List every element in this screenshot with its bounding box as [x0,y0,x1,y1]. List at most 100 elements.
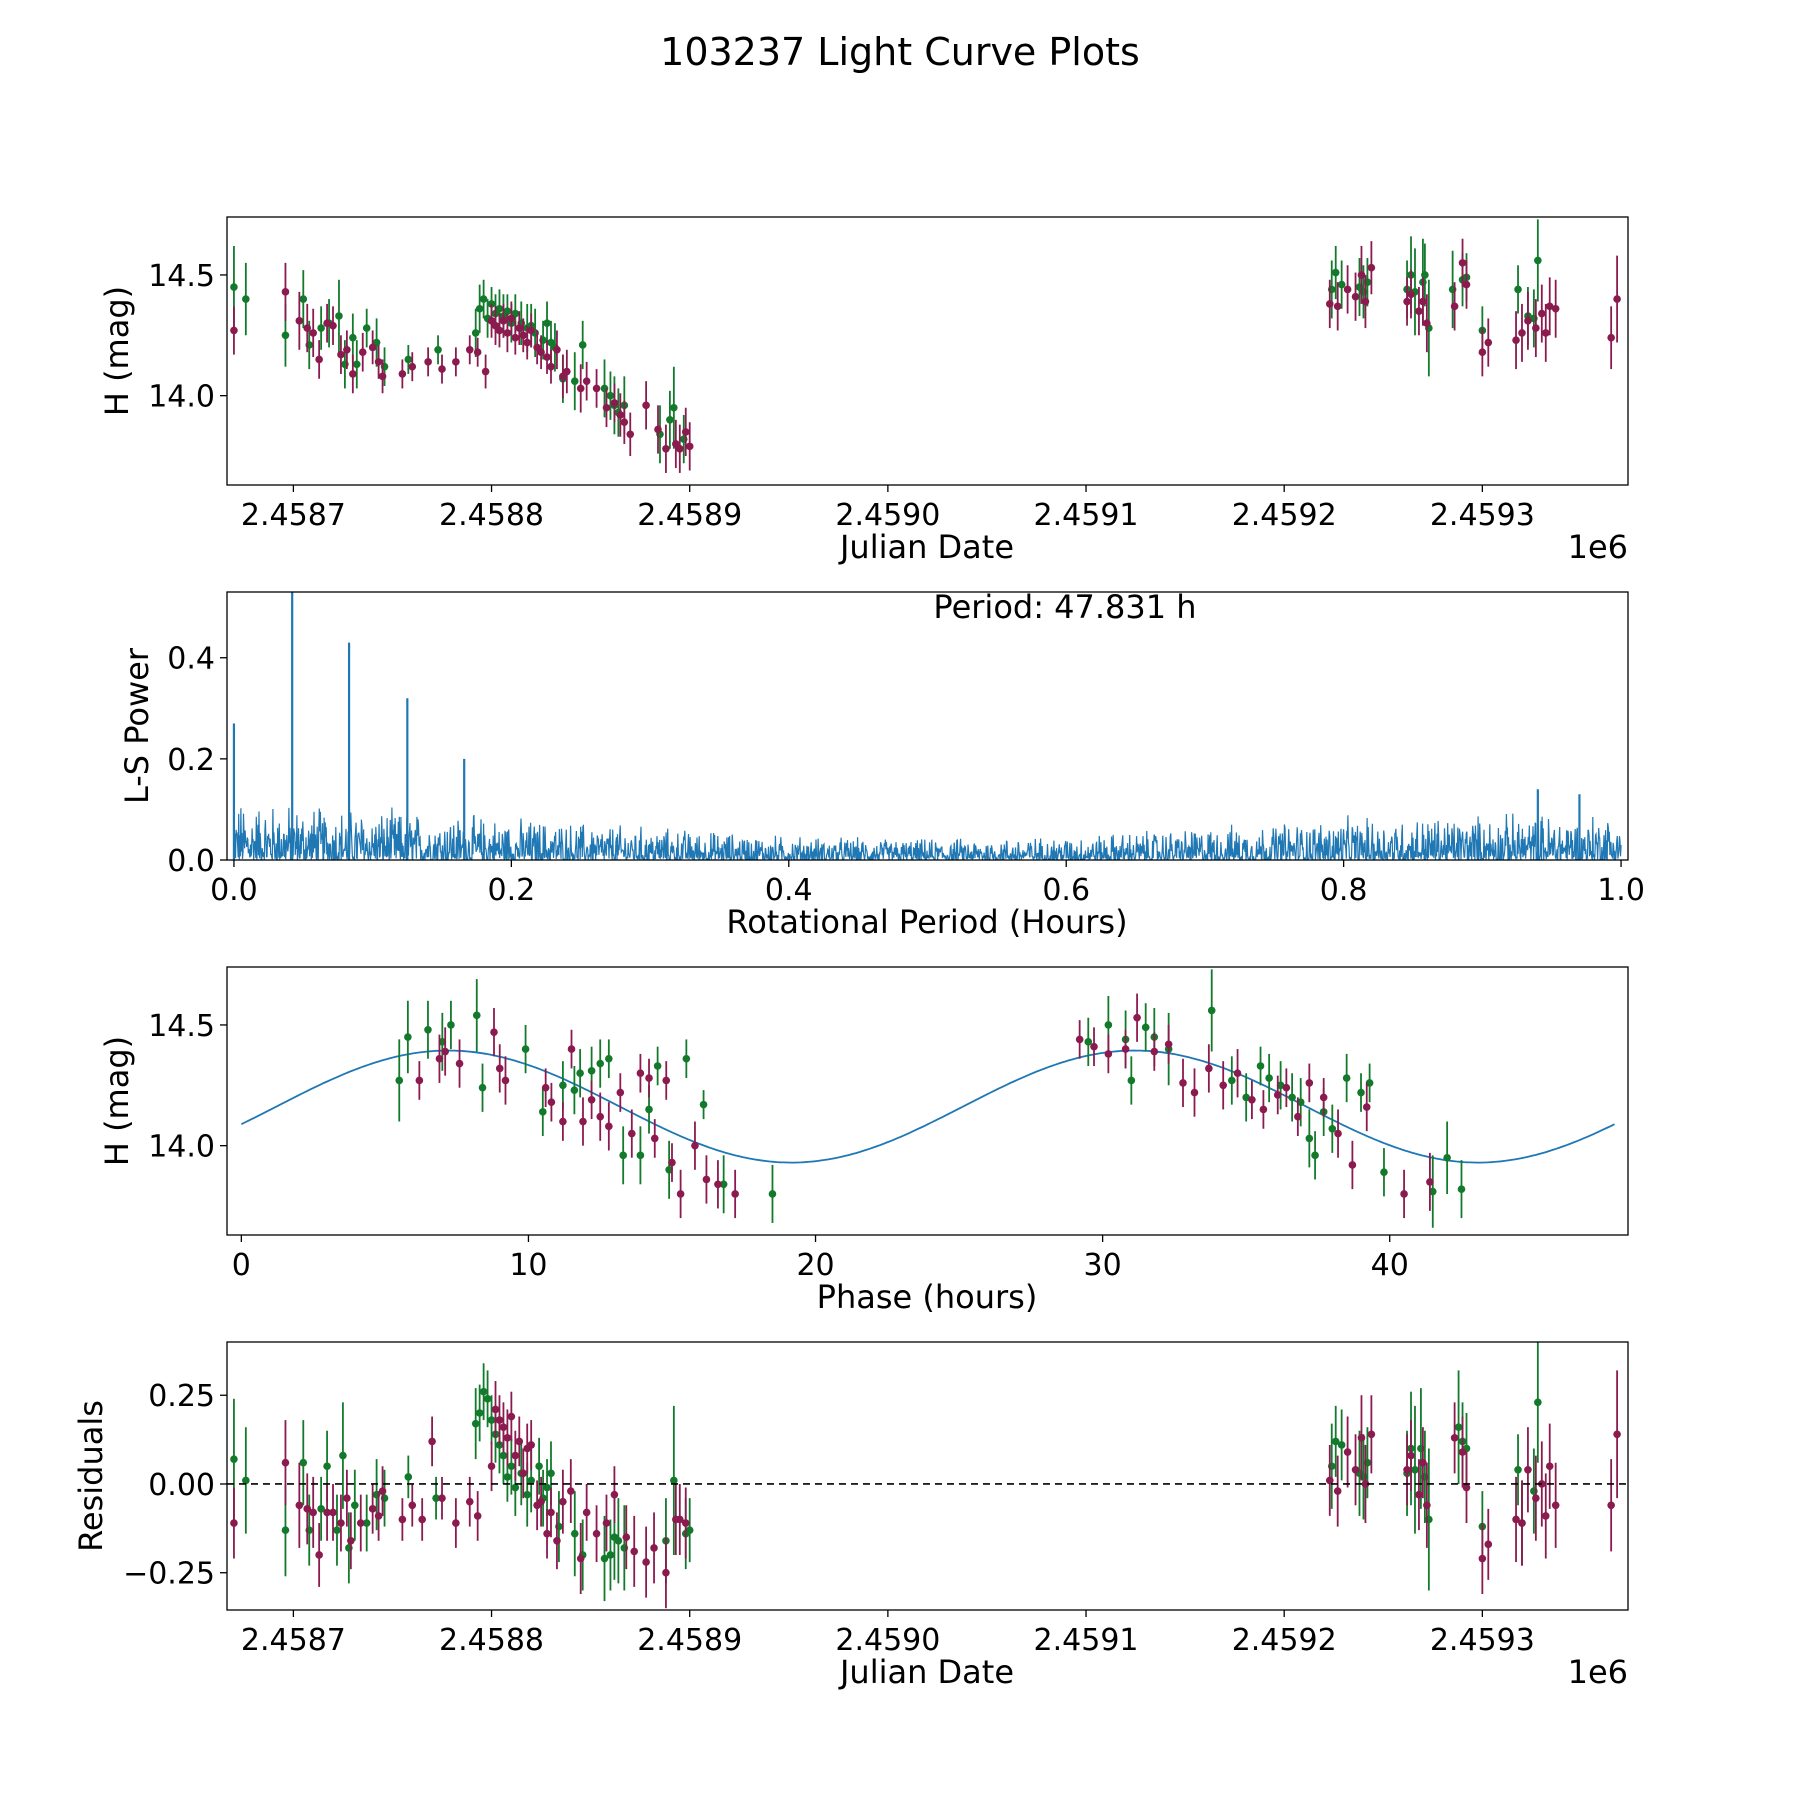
data-point-green [507,1462,516,1471]
periodogram-axes-frame [226,591,1629,861]
data-point-maroon [731,1190,739,1198]
data-point-maroon [343,1494,351,1502]
data-point-green [242,1476,250,1485]
light-curve-y-label: H (mag) [98,286,136,416]
3-y-tick-label: 0.00 [148,1468,215,1503]
data-point-maroon [714,1180,722,1189]
data-point-maroon [622,1533,631,1542]
data-point-maroon [654,425,662,434]
data-point-maroon [519,331,528,340]
data-point-green [499,1451,508,1460]
periodogram-y-label: L-S Power [118,647,156,804]
data-point-maroon [519,1469,528,1478]
data-point-green [281,1526,290,1534]
data-point-maroon [547,1098,556,1107]
data-point-maroon [576,384,585,393]
data-point-maroon [563,367,571,376]
data-point-green [1127,1076,1136,1085]
phase-ticks: 0 10 20 30 40 14.0 14.5 [148,1009,1409,1283]
periodogram-ticks: 0.0 0.2 0.4 0.6 0.8 1.0 0.0 0.2 0.4 [167,642,1645,908]
data-point-green [447,1021,455,1029]
light-curve-ticks: 2.4587 2.4588 2.4589 2.4590 2.4591 2.4592 2.45… [148,259,1535,533]
data-point-maroon [499,1423,508,1431]
data-point-green [645,1105,653,1114]
phase-y-label: H (mag) [98,1036,136,1166]
data-point-green [1265,1074,1273,1082]
data-point-green [666,416,674,424]
data-point-maroon [309,329,318,337]
data-point-maroon [408,1501,417,1510]
data-point-green [351,1501,359,1510]
data-point-maroon [662,444,670,453]
1-y-tick-label: 0.0 [167,844,215,879]
data-point-maroon [281,288,290,296]
data-point-maroon [1179,1079,1187,1087]
data-point-maroon [650,1544,658,1552]
data-point-maroon [473,1512,482,1520]
data-point-maroon [1164,1040,1173,1049]
data-point-maroon [616,1088,625,1097]
data-point-green [1141,1023,1150,1032]
0-x-tick-label: 2.4589 [637,498,742,533]
data-point-maroon [337,350,345,359]
data-point-maroon [610,399,619,407]
data-point-green [570,1529,579,1538]
data-point-maroon [415,1076,424,1085]
data-point-green [1276,1081,1285,1090]
data-point-maroon [592,1529,601,1538]
data-point-maroon [620,418,629,427]
data-point-green [479,1387,488,1396]
data-point-green [547,1469,555,1478]
data-point-green [1328,1124,1337,1133]
data-point-maroon [1325,1476,1334,1485]
data-point-green [323,1462,331,1471]
data-point-green [670,1476,678,1485]
data-point-maroon [1403,1465,1411,1474]
data-point-green [1084,1038,1093,1046]
data-point-maroon [465,345,474,354]
periodogram-spectrum [232,592,1622,860]
data-point-green [682,1054,691,1063]
data-point-green [438,1038,447,1046]
data-point-maroon [329,321,337,330]
data-point-maroon [1607,1501,1615,1510]
data-point-maroon [1133,1013,1141,1022]
data-point-maroon [1367,263,1376,272]
2-y-tick-label: 14.5 [148,1009,215,1044]
data-point-green [1104,1021,1113,1029]
data-point-maroon [1419,297,1427,306]
data-point-maroon [1273,1091,1282,1099]
data-point-maroon [1357,1434,1366,1442]
data-point-maroon [374,358,383,366]
data-point-maroon [1423,319,1431,328]
data-point-maroon [1294,1112,1302,1121]
residuals-y-label: Residuals [72,1400,110,1552]
data-point-green [495,304,504,313]
data-point-maroon [491,1405,500,1414]
data-point-green [1443,1153,1451,1162]
data-point-green [1331,1437,1340,1446]
data-point-maroon [295,1501,304,1510]
data-point-green [472,1011,481,1020]
data-point-green [503,1473,512,1481]
3-y-tick-label: −0.25 [123,1557,215,1592]
data-point-maroon [1458,1448,1467,1456]
data-point-maroon [1362,1103,1371,1111]
data-point-maroon [356,1519,365,1527]
data-point-maroon [1462,1483,1471,1492]
data-point-maroon [1248,1095,1256,1104]
data-point-green [335,312,343,320]
data-point-maroon [582,377,591,385]
data-point-green [1296,1098,1305,1107]
data-point-green [619,1151,627,1160]
data-point-maroon [1190,1088,1199,1097]
data-point-maroon [1423,1501,1431,1510]
data-point-maroon [1259,1105,1268,1114]
data-point-maroon [1532,1494,1540,1502]
3-x-tick-label: 2.4592 [1232,1623,1337,1658]
data-point-maroon [503,329,512,337]
data-point-maroon [295,317,304,325]
data-point-maroon [523,338,532,347]
data-point-green [1514,285,1522,294]
data-point-maroon [675,444,684,453]
